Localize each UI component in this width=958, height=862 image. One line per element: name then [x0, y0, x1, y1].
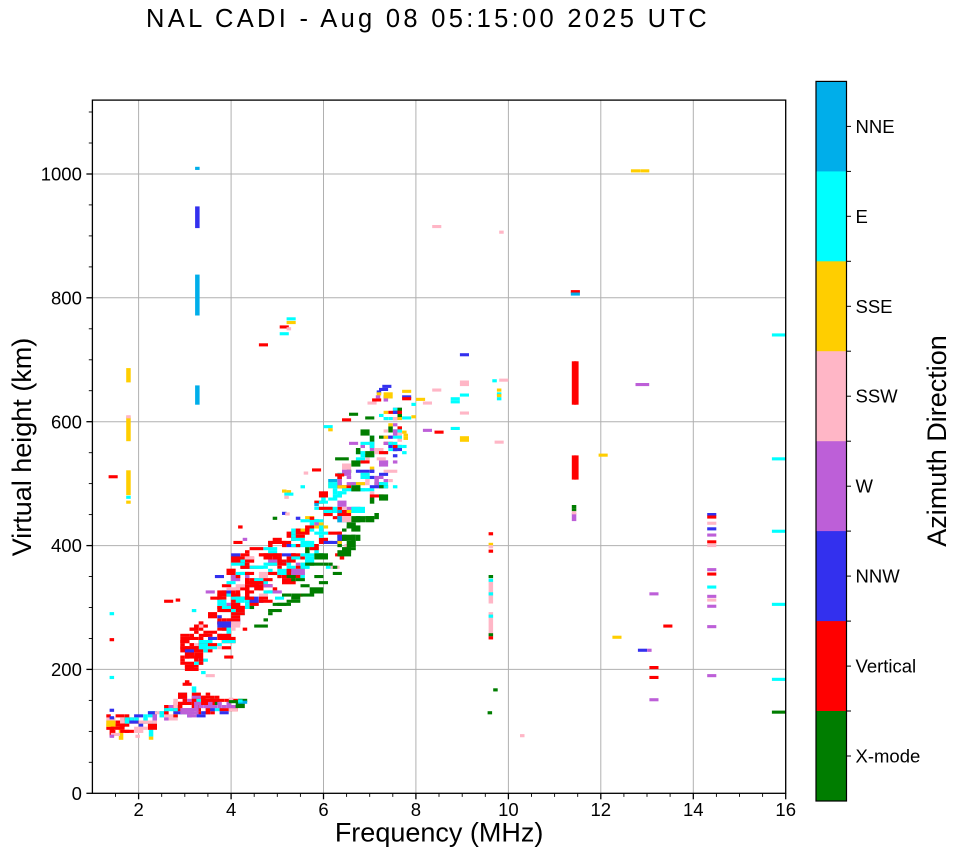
svg-text:SSW: SSW — [856, 386, 899, 407]
svg-text:Virtual height (km): Virtual height (km) — [7, 338, 37, 557]
svg-text:8: 8 — [411, 799, 421, 820]
svg-text:4: 4 — [226, 799, 236, 820]
svg-text:NNE: NNE — [856, 116, 895, 137]
svg-text:0: 0 — [72, 783, 82, 804]
svg-text:16: 16 — [775, 799, 796, 820]
svg-text:600: 600 — [51, 411, 82, 432]
svg-text:200: 200 — [51, 659, 82, 680]
svg-text:2: 2 — [133, 799, 143, 820]
svg-text:Frequency (MHz): Frequency (MHz) — [335, 818, 544, 848]
svg-text:W: W — [856, 476, 874, 497]
svg-text:NNW: NNW — [856, 566, 901, 587]
svg-text:Azimuth Direction: Azimuth Direction — [922, 335, 952, 547]
svg-text:X-mode: X-mode — [856, 746, 921, 767]
svg-text:14: 14 — [683, 799, 704, 820]
svg-text:6: 6 — [318, 799, 328, 820]
svg-text:NAL CADI - Aug 08 05:15:00 202: NAL CADI - Aug 08 05:15:00 2025 UTC — [146, 5, 710, 33]
svg-text:400: 400 — [51, 535, 82, 556]
svg-text:1000: 1000 — [41, 164, 82, 185]
svg-text:10: 10 — [498, 799, 519, 820]
svg-text:SSE: SSE — [856, 296, 893, 317]
svg-text:12: 12 — [591, 799, 612, 820]
svg-text:E: E — [856, 206, 868, 227]
svg-text:Vertical: Vertical — [856, 656, 917, 677]
svg-text:800: 800 — [51, 287, 82, 308]
